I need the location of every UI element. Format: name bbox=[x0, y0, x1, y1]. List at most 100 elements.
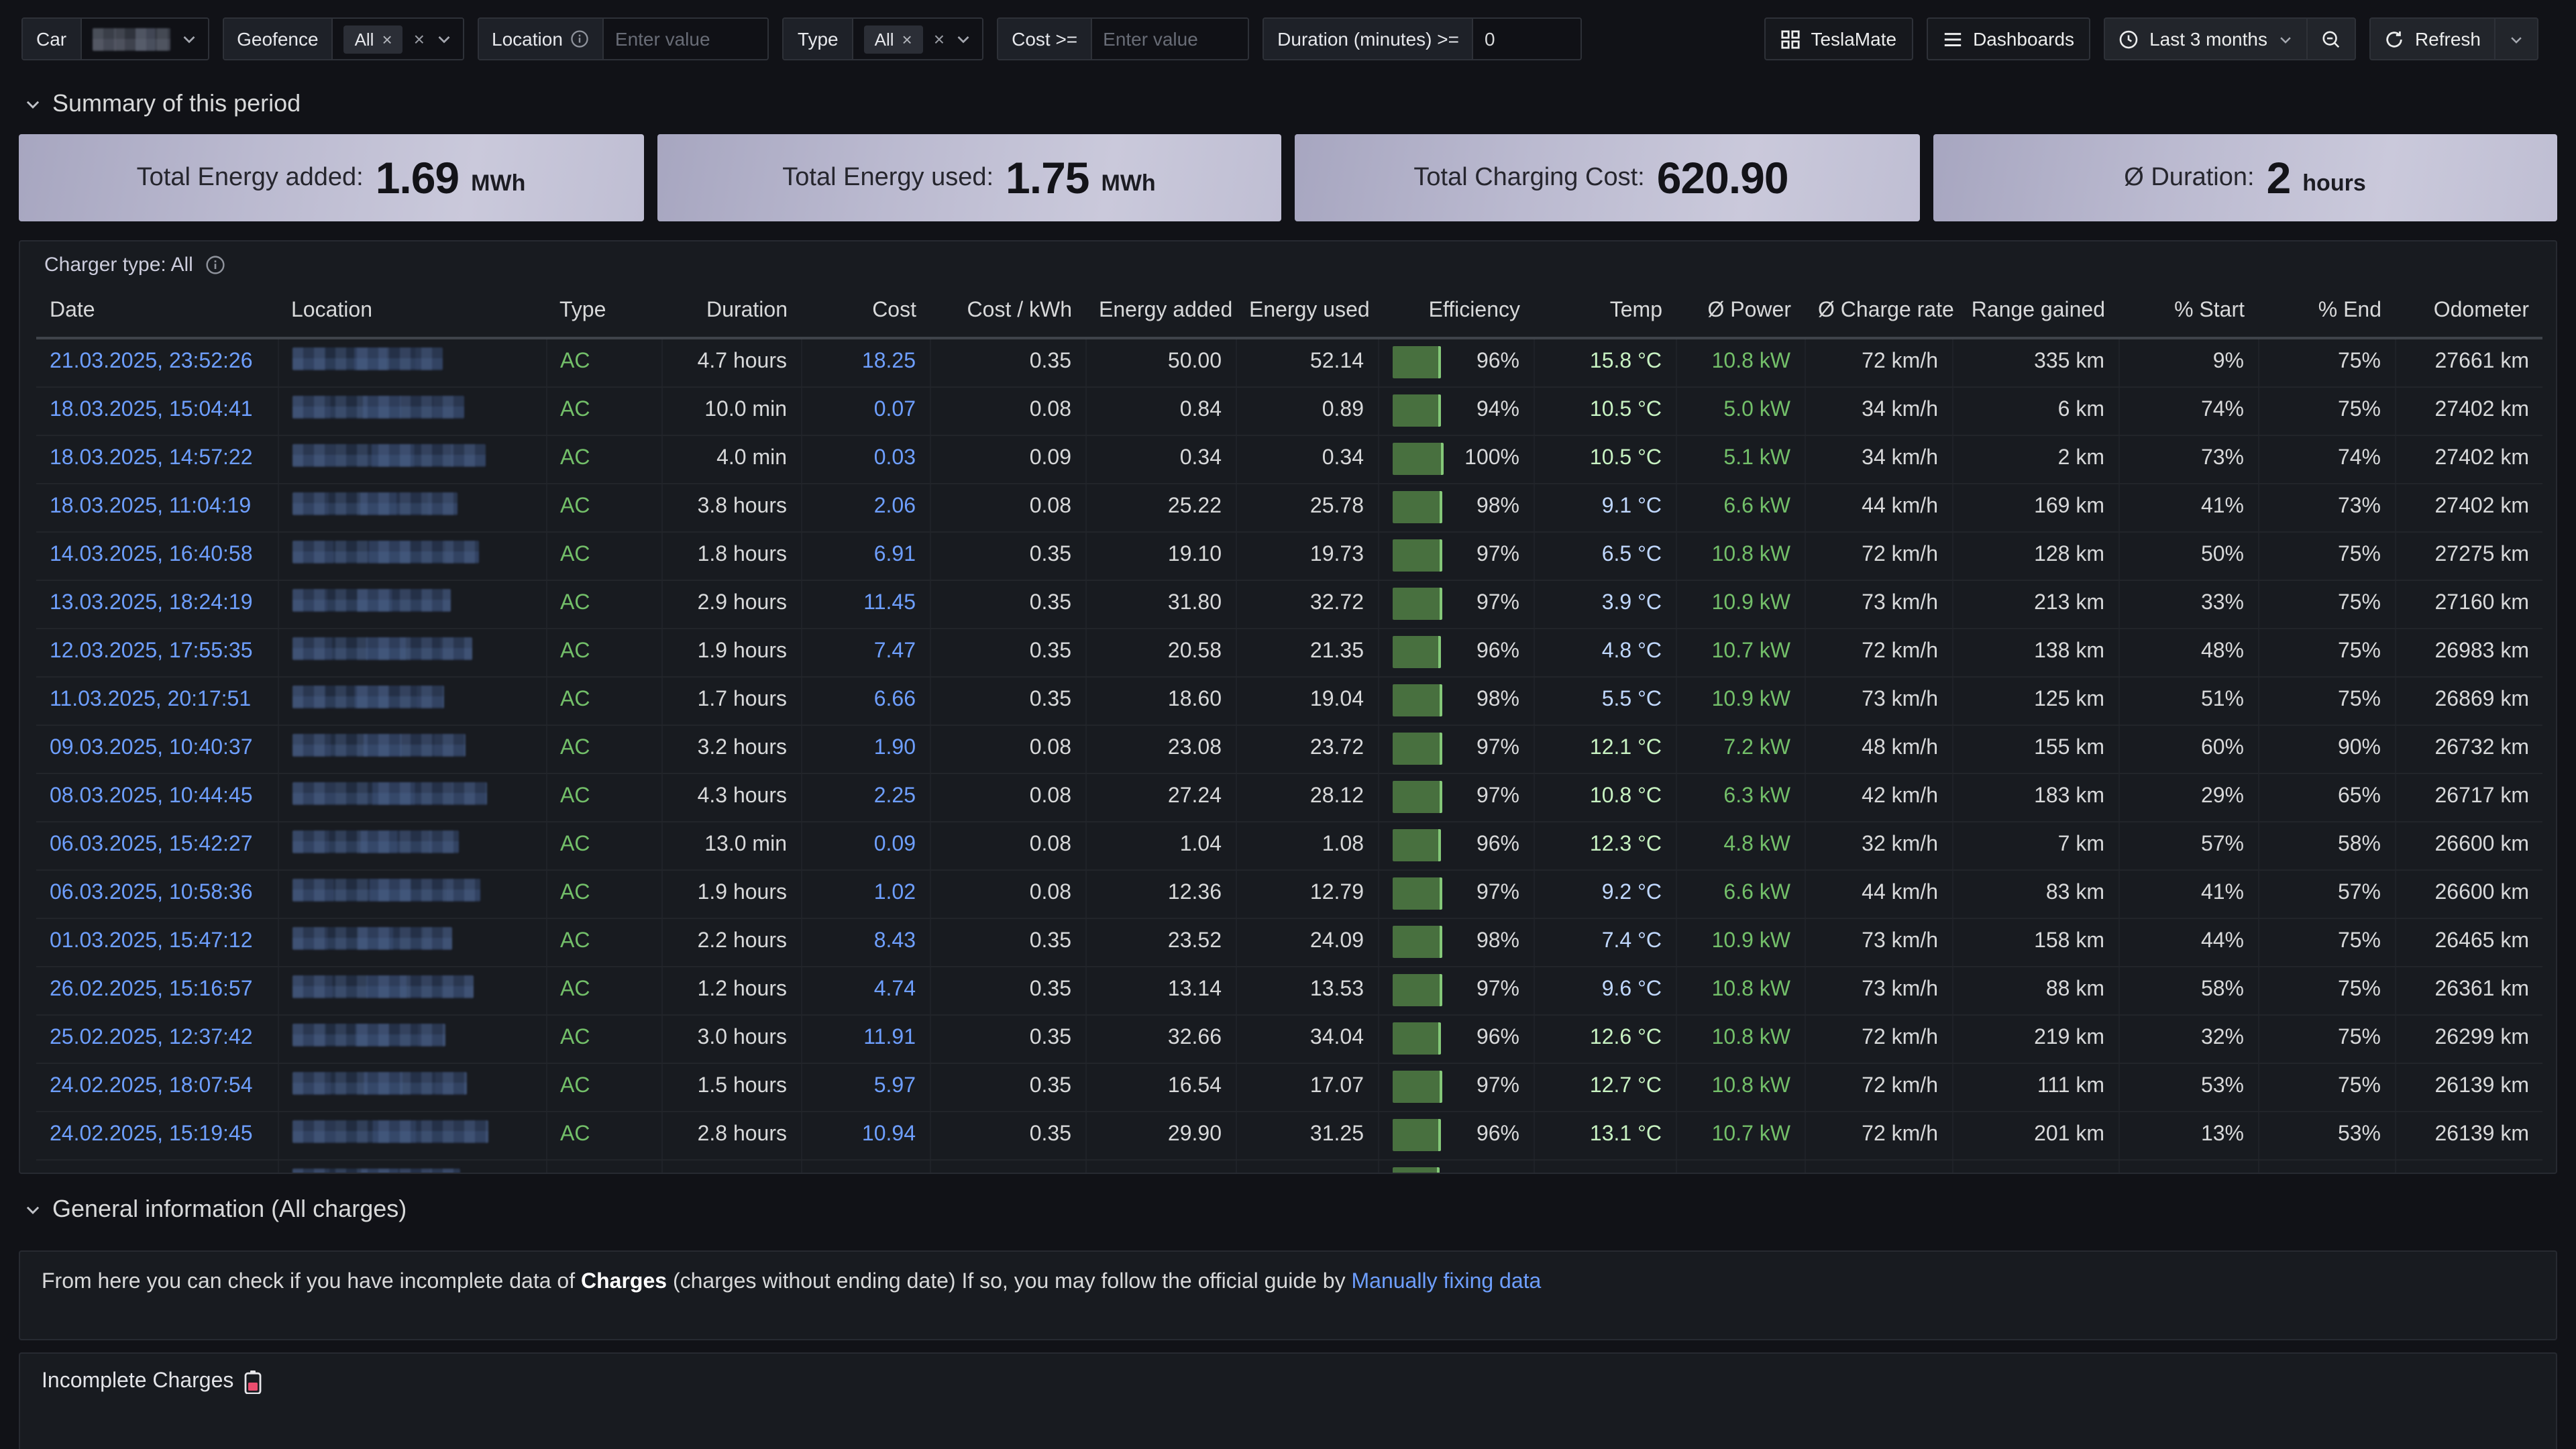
col-header-end-pct[interactable]: % End bbox=[2258, 284, 2395, 339]
cell-cost[interactable]: 6.66 bbox=[800, 676, 930, 725]
cell-date[interactable]: 08.03.2025, 10:44:45 bbox=[36, 773, 278, 822]
geofence-filter[interactable]: Geofence All × × bbox=[222, 17, 464, 60]
col-header-range-gained[interactable]: Range gained bbox=[1952, 284, 2118, 339]
cell-date[interactable]: 24.02.2025, 18:07:54 bbox=[36, 1063, 278, 1112]
cell-date[interactable]: 13.03.2025, 18:24:19 bbox=[36, 580, 278, 629]
col-header-odometer[interactable]: Odometer bbox=[2395, 284, 2542, 339]
clear-all-icon[interactable]: × bbox=[933, 28, 945, 50]
cell-date[interactable]: 26.02.2025, 15:16:57 bbox=[36, 966, 278, 1015]
cell-date[interactable]: 25.02.2025, 12:37:42 bbox=[36, 1014, 278, 1063]
cell-date[interactable]: 18.03.2025, 14:57:22 bbox=[36, 435, 278, 484]
cell-cost[interactable]: 10.94 bbox=[800, 1111, 930, 1160]
remove-tag-icon[interactable]: × bbox=[902, 29, 912, 49]
col-header-charge-rate[interactable]: Ø Charge rate bbox=[1805, 284, 1954, 339]
zoom-out-button[interactable] bbox=[2306, 19, 2355, 59]
cost-input[interactable] bbox=[1103, 28, 1238, 50]
chevron-down-icon[interactable] bbox=[955, 31, 971, 47]
cell-efficiency: 96% bbox=[1377, 338, 1534, 387]
summary-section-header[interactable]: Summary of this period bbox=[24, 90, 2555, 118]
geofence-filter-value[interactable]: All × × bbox=[333, 19, 463, 59]
cell-date[interactable]: 18.03.2025, 15:04:41 bbox=[36, 386, 278, 435]
cell-date[interactable]: 11.03.2025, 20:17:51 bbox=[36, 676, 278, 725]
table-row: 18.03.2025, 14:57:22 AC 4.0 min 0.03 0.09 0.3… bbox=[36, 435, 2542, 484]
stat-unit: MWh bbox=[471, 170, 526, 195]
col-header-power[interactable]: Ø Power bbox=[1676, 284, 1805, 339]
cell-cost[interactable]: 2.06 bbox=[800, 483, 930, 532]
type-filter[interactable]: Type All × × bbox=[782, 17, 984, 60]
col-header-start-pct[interactable]: % Start bbox=[2118, 284, 2258, 339]
type-filter-value[interactable]: All × × bbox=[853, 19, 983, 59]
car-filter[interactable]: Car bbox=[21, 17, 209, 60]
col-header-duration[interactable]: Duration bbox=[661, 284, 801, 339]
time-range-button[interactable]: Last 3 months bbox=[2105, 19, 2306, 59]
cell-power: 5.1 kW bbox=[1675, 435, 1805, 484]
refresh-button[interactable]: Refresh bbox=[2371, 19, 2494, 59]
location-filter[interactable]: Location bbox=[477, 17, 769, 60]
cell-date[interactable]: 06.03.2025, 15:42:27 bbox=[36, 821, 278, 870]
manually-fixing-data-link[interactable]: Manually fixing data bbox=[1351, 1271, 1542, 1293]
duration-input[interactable] bbox=[1484, 28, 1570, 50]
cell-cost[interactable]: 0.07 bbox=[800, 386, 930, 435]
refresh-interval-button[interactable] bbox=[2494, 19, 2537, 59]
col-header-efficiency[interactable]: Efficiency bbox=[1378, 284, 1534, 339]
cell-energy-used: 1.08 bbox=[1235, 821, 1378, 870]
car-filter-value[interactable] bbox=[81, 19, 208, 59]
cell-date[interactable]: 24.02.2025, 10:47:04 bbox=[36, 1159, 278, 1173]
geofence-tag-all[interactable]: All × bbox=[343, 25, 403, 53]
cell-cost[interactable]: 16.02 bbox=[800, 1159, 930, 1173]
cost-filter[interactable]: Cost >= bbox=[997, 17, 1250, 60]
cell-date[interactable]: 14.03.2025, 16:40:58 bbox=[36, 531, 278, 580]
cell-power: 10.8 kW bbox=[1675, 531, 1805, 580]
table-row: 01.03.2025, 15:47:12 AC 2.2 hours 8.43 0.35 2… bbox=[36, 918, 2542, 967]
col-header-energy-added[interactable]: Energy added bbox=[1085, 284, 1236, 339]
remove-tag-icon[interactable]: × bbox=[382, 29, 392, 49]
cell-end-pct: 75% bbox=[2257, 966, 2395, 1015]
cell-cost[interactable]: 11.45 bbox=[800, 580, 930, 629]
cell-odometer: 27402 km bbox=[2394, 386, 2542, 435]
cell-charge-rate: 44 km/h bbox=[1804, 869, 1952, 918]
cell-date[interactable]: 01.03.2025, 15:47:12 bbox=[36, 918, 278, 967]
cell-cost[interactable]: 18.25 bbox=[800, 338, 930, 387]
cell-cost[interactable]: 0.03 bbox=[800, 435, 930, 484]
cell-cost[interactable]: 1.02 bbox=[800, 869, 930, 918]
type-filter-label: Type bbox=[784, 19, 853, 59]
col-header-temp[interactable]: Temp bbox=[1534, 284, 1676, 339]
type-tag-all[interactable]: All × bbox=[863, 25, 923, 53]
col-header-type[interactable]: Type bbox=[546, 284, 661, 339]
cell-cost[interactable]: 8.43 bbox=[800, 918, 930, 967]
hamburger-icon bbox=[1942, 29, 1962, 49]
cell-cost[interactable]: 0.09 bbox=[800, 821, 930, 870]
col-header-location[interactable]: Location bbox=[278, 284, 546, 339]
duration-filter[interactable]: Duration (minutes) >= bbox=[1263, 17, 1582, 60]
dashboards-button[interactable]: Dashboards bbox=[1926, 17, 2091, 60]
refresh-control: Refresh bbox=[2369, 17, 2538, 60]
teslamate-button[interactable]: TeslaMate bbox=[1764, 17, 1913, 60]
cell-date[interactable]: 09.03.2025, 10:40:37 bbox=[36, 724, 278, 773]
cell-date[interactable]: 21.03.2025, 23:52:26 bbox=[36, 338, 278, 387]
cell-end-pct: 75% bbox=[2257, 918, 2395, 967]
cell-cost[interactable]: 5.97 bbox=[800, 1063, 930, 1112]
cell-date[interactable]: 12.03.2025, 17:55:35 bbox=[36, 628, 278, 677]
cell-cost[interactable]: 6.91 bbox=[800, 531, 930, 580]
chevron-down-icon[interactable] bbox=[435, 31, 451, 47]
clear-all-icon[interactable]: × bbox=[413, 28, 425, 50]
cell-date[interactable]: 18.03.2025, 11:04:19 bbox=[36, 483, 278, 532]
cell-cost-kwh: 0.08 bbox=[929, 869, 1085, 918]
chevron-down-icon bbox=[24, 1201, 42, 1218]
col-header-date[interactable]: Date bbox=[36, 284, 278, 339]
cell-cost[interactable]: 11.91 bbox=[800, 1014, 930, 1063]
info-icon[interactable] bbox=[205, 255, 225, 275]
cell-cost[interactable]: 4.74 bbox=[800, 966, 930, 1015]
col-header-energy-used[interactable]: Energy used bbox=[1236, 284, 1378, 339]
cell-cost[interactable]: 1.90 bbox=[800, 724, 930, 773]
cell-cost[interactable]: 7.47 bbox=[800, 628, 930, 677]
location-input[interactable] bbox=[614, 28, 757, 50]
cell-date[interactable]: 06.03.2025, 10:58:36 bbox=[36, 869, 278, 918]
col-header-cost-kwh[interactable]: Cost / kWh bbox=[930, 284, 1085, 339]
cell-duration: 13.0 min bbox=[661, 821, 801, 870]
cell-date[interactable]: 24.02.2025, 15:19:45 bbox=[36, 1111, 278, 1160]
general-info-section-header[interactable]: General information (All charges) bbox=[24, 1195, 2555, 1224]
col-header-cost[interactable]: Cost bbox=[801, 284, 930, 339]
chevron-down-icon[interactable] bbox=[180, 31, 197, 47]
cell-cost[interactable]: 2.25 bbox=[800, 773, 930, 822]
